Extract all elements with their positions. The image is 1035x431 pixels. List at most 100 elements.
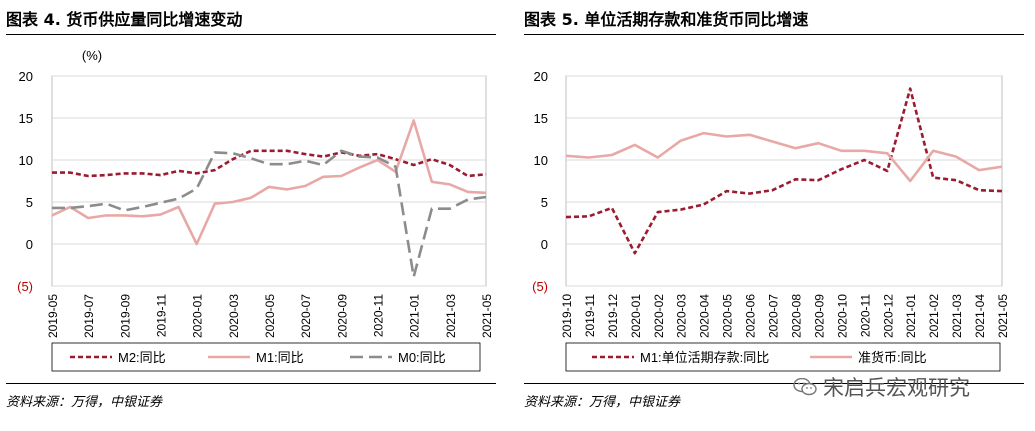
data-point [286, 163, 289, 166]
data-point [588, 156, 591, 159]
data-point [817, 142, 820, 145]
data-point [213, 151, 216, 154]
watermark: 宋启兵宏观研究 [793, 372, 970, 402]
data-point [304, 185, 307, 188]
data-point [69, 171, 72, 174]
x-tick-label: 2020-08 [789, 294, 803, 338]
data-point [634, 252, 637, 255]
data-point [467, 175, 470, 178]
data-point [195, 243, 198, 246]
data-point [702, 203, 705, 206]
x-tick-label: 2019-10 [560, 294, 574, 338]
data-point [656, 211, 659, 214]
data-point [376, 153, 379, 156]
data-point [141, 206, 144, 209]
data-point [794, 178, 797, 181]
x-tick-label: 2020-09 [812, 294, 826, 338]
data-point [286, 188, 289, 191]
data-point [51, 214, 54, 217]
x-tick-label: 2020-12 [881, 294, 895, 338]
data-point [105, 202, 108, 205]
x-tick-label: 2019-12 [606, 294, 620, 338]
x-tick-label: 2019-11 [155, 294, 169, 337]
data-point [358, 166, 361, 169]
data-point [87, 205, 90, 208]
data-point [467, 198, 470, 201]
x-tick-label: 2020-11 [372, 294, 386, 337]
data-point [123, 214, 126, 217]
data-point [909, 180, 912, 183]
data-point [840, 168, 843, 171]
y-tick-label: 5 [26, 195, 33, 210]
legend-label: 准货币:同比 [858, 350, 927, 365]
data-point [141, 215, 144, 218]
data-point [340, 175, 343, 178]
x-tick-label: 2021-05 [480, 294, 494, 338]
data-point [268, 163, 271, 166]
wechat-icon [793, 378, 817, 396]
y-tick-label: 20 [534, 69, 548, 84]
data-point [250, 149, 253, 152]
x-tick-label: 2021-01 [408, 294, 422, 338]
data-point [748, 134, 751, 137]
x-tick-label: 2019-11 [583, 294, 597, 337]
x-tick-label: 2020-09 [335, 294, 349, 338]
data-point [634, 144, 637, 147]
x-tick-label: 2020-01 [629, 294, 643, 338]
data-point [886, 152, 889, 155]
y-tick-label: 5 [541, 195, 548, 210]
x-tick-label: 2020-11 [858, 294, 872, 337]
data-point [322, 155, 325, 158]
plot-frame [565, 75, 1003, 287]
source-note: 资料来源：万得，中银证券 [6, 395, 163, 410]
deposits-chart: 20 15 10 5 0 (5) 2019-10 2019-11 2019-12 2020-01 2… [532, 69, 1010, 372]
data-point [123, 172, 126, 175]
legend-box [565, 342, 1001, 372]
x-tick-label: 2020-04 [698, 294, 712, 338]
bottom-rule [6, 383, 496, 384]
legend-label: M2:同比 [118, 350, 166, 365]
data-point [449, 207, 452, 210]
series-line [51, 119, 487, 246]
data-point [232, 152, 235, 155]
series-line [565, 131, 1003, 183]
data-point [430, 158, 433, 161]
data-point [358, 155, 361, 158]
legend-label: M0:同比 [398, 350, 446, 365]
data-point [611, 154, 614, 157]
data-point [304, 153, 307, 156]
x-tick-label: 2019-09 [118, 294, 132, 338]
data-point [141, 172, 144, 175]
x-tick-label: 2021-02 [927, 294, 941, 338]
x-tick-label: 2021-03 [444, 294, 458, 338]
data-point [322, 164, 325, 167]
data-point [679, 208, 682, 211]
title-rule [6, 34, 496, 35]
data-point [87, 217, 90, 220]
data-point [87, 175, 90, 178]
x-tick-label: 2020-07 [767, 294, 781, 338]
data-point [69, 207, 72, 210]
data-point [1001, 165, 1004, 168]
legend-label: M1:同比 [256, 350, 304, 365]
data-point [177, 170, 180, 173]
chart-title: 图表 5. 单位活期存款和准货币同比增速 [524, 10, 809, 29]
data-point [159, 174, 162, 177]
data-point [232, 201, 235, 204]
data-point [485, 173, 488, 176]
data-point [213, 202, 216, 205]
data-point [159, 202, 162, 205]
data-point [449, 164, 452, 167]
data-point [794, 147, 797, 150]
x-tick-label: 2021-04 [973, 294, 987, 338]
data-point [702, 132, 705, 135]
y-tick-label: 10 [19, 153, 33, 168]
data-point [771, 140, 774, 143]
data-point [105, 214, 108, 217]
x-tick-label: 2020-06 [744, 294, 758, 338]
data-point [863, 149, 866, 152]
data-point [565, 155, 568, 158]
y-tick-label: 15 [534, 111, 548, 126]
chart-panel-money-supply: 图表 4. 货币供应量同比增速变动 20 15 10 5 0 (5) (%) 2019-05 2… [0, 0, 505, 431]
data-point [340, 149, 343, 152]
